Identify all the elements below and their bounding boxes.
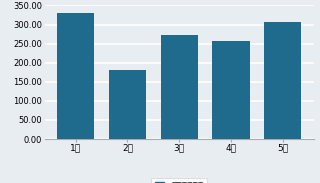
Bar (109, 70, 146, 139)
Bar (264, 22, 301, 139)
Bar (57, 13, 94, 139)
Bar (161, 35, 198, 139)
Bar (212, 41, 250, 139)
Legend: 销量（万台）: 销量（万台） (151, 178, 207, 183)
